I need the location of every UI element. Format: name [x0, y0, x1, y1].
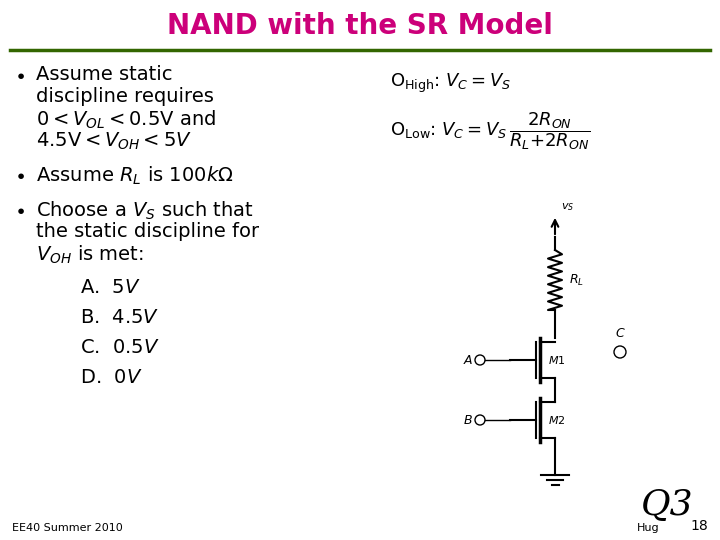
Text: Hug: Hug — [636, 523, 660, 533]
Text: A.  $5V$: A. $5V$ — [80, 278, 141, 297]
Text: $4.5\mathrm{V} < V_{OH} < 5V$: $4.5\mathrm{V} < V_{OH} < 5V$ — [36, 131, 192, 152]
Text: $\mathrm{O_{High}}$: $V_C = V_S$: $\mathrm{O_{High}}$: $V_C = V_S$ — [390, 72, 511, 95]
Text: EE40 Summer 2010: EE40 Summer 2010 — [12, 523, 122, 533]
Text: C.  $0.5V$: C. $0.5V$ — [80, 338, 160, 357]
Text: Assume $R_L$ is $100k\Omega$: Assume $R_L$ is $100k\Omega$ — [36, 165, 233, 187]
Text: $\mathrm{O_{Low}}$: $V_C = V_S\,\dfrac{2R_{ON}}{R_L{+}2R_{ON}}$: $\mathrm{O_{Low}}$: $V_C = V_S\,\dfrac{2… — [390, 110, 590, 152]
Text: C: C — [616, 327, 624, 340]
Text: discipline requires: discipline requires — [36, 87, 214, 106]
Text: $v_S$: $v_S$ — [561, 201, 575, 213]
Text: $M2$: $M2$ — [548, 414, 566, 426]
Text: A: A — [464, 354, 472, 367]
Text: Q3: Q3 — [640, 488, 693, 522]
Text: the static discipline for: the static discipline for — [36, 222, 259, 241]
Text: $R_L$: $R_L$ — [569, 273, 584, 287]
Text: $\bullet$: $\bullet$ — [14, 65, 25, 84]
Text: $0 < V_{OL} < 0.5\mathrm{V}$ and: $0 < V_{OL} < 0.5\mathrm{V}$ and — [36, 109, 216, 131]
Text: NAND with the SR Model: NAND with the SR Model — [167, 12, 553, 40]
Text: $\bullet$: $\bullet$ — [14, 200, 25, 219]
Text: 18: 18 — [690, 519, 708, 533]
Text: Choose a $V_S$ such that: Choose a $V_S$ such that — [36, 200, 254, 222]
Text: Assume static: Assume static — [36, 65, 173, 84]
Text: B: B — [464, 414, 472, 427]
Text: $\bullet$: $\bullet$ — [14, 165, 25, 184]
Text: B.  $4.5V$: B. $4.5V$ — [80, 308, 159, 327]
Text: D.  $0V$: D. $0V$ — [80, 368, 143, 387]
Text: $V_{OH}$ is met:: $V_{OH}$ is met: — [36, 244, 144, 266]
Text: $M1$: $M1$ — [548, 354, 566, 366]
